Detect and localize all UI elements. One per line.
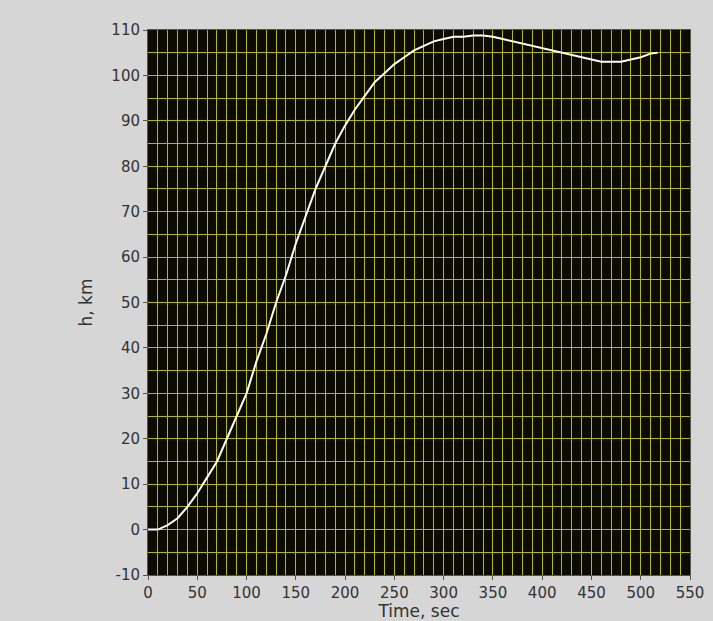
svg-text:100: 100 <box>232 584 261 602</box>
svg-text:0: 0 <box>130 521 140 539</box>
svg-text:30: 30 <box>121 385 140 403</box>
svg-text:10: 10 <box>121 475 140 493</box>
svg-text:60: 60 <box>121 248 140 266</box>
svg-text:-10: -10 <box>116 566 141 584</box>
svg-text:500: 500 <box>626 584 655 602</box>
svg-text:400: 400 <box>528 584 557 602</box>
svg-text:20: 20 <box>121 430 140 448</box>
svg-text:100: 100 <box>111 67 140 85</box>
svg-text:350: 350 <box>479 584 508 602</box>
svg-text:90: 90 <box>121 112 140 130</box>
svg-text:h, km: h, km <box>76 279 96 327</box>
svg-text:40: 40 <box>121 339 140 357</box>
svg-text:70: 70 <box>121 203 140 221</box>
svg-text:110: 110 <box>111 21 140 39</box>
svg-text:450: 450 <box>577 584 606 602</box>
svg-text:50: 50 <box>121 294 140 312</box>
svg-text:250: 250 <box>380 584 409 602</box>
svg-text:Time, sec: Time, sec <box>377 601 459 621</box>
svg-text:200: 200 <box>331 584 360 602</box>
svg-text:550: 550 <box>676 584 705 602</box>
svg-text:0: 0 <box>143 584 153 602</box>
svg-text:300: 300 <box>429 584 458 602</box>
svg-text:80: 80 <box>121 158 140 176</box>
svg-text:150: 150 <box>281 584 310 602</box>
svg-text:50: 50 <box>188 584 207 602</box>
